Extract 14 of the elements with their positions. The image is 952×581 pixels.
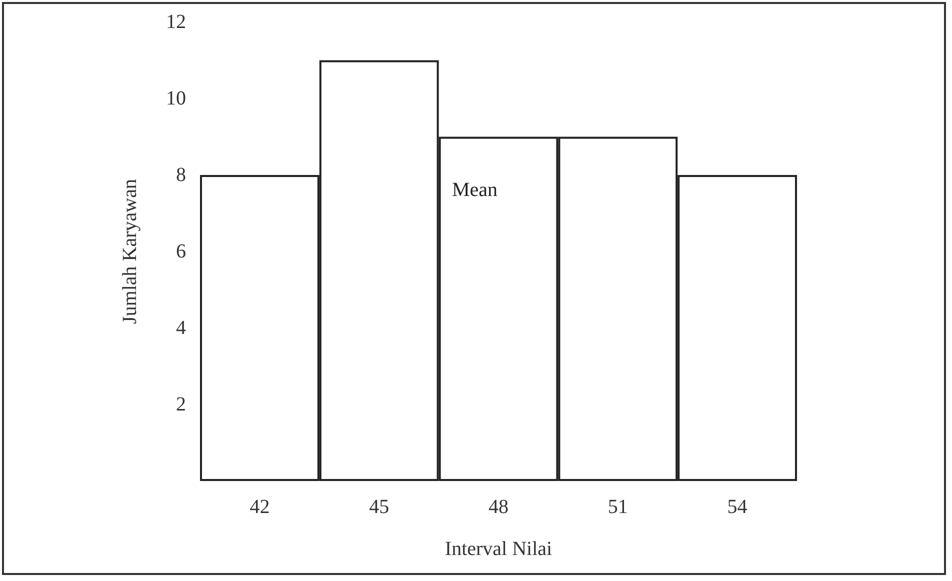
y-axis-title: Jumlah Karyawan [119,179,141,324]
y-tick-label: 8 [176,164,186,186]
y-tick-label: 4 [176,317,186,339]
x-tick-label: 42 [250,496,270,518]
x-axis-title: Interval Nilai [444,538,553,560]
x-tick-label: 48 [488,496,508,518]
annotation: Mean [452,179,498,201]
x-tick-label: 54 [727,496,748,518]
x-tick-label: 45 [369,496,390,518]
x-tick-label: 51 [608,496,628,518]
y-tick-label: 2 [176,394,186,416]
y-tick-label: 10 [166,88,186,110]
y-tick-label: 12 [166,11,186,33]
y-tick-label: 6 [176,240,186,262]
